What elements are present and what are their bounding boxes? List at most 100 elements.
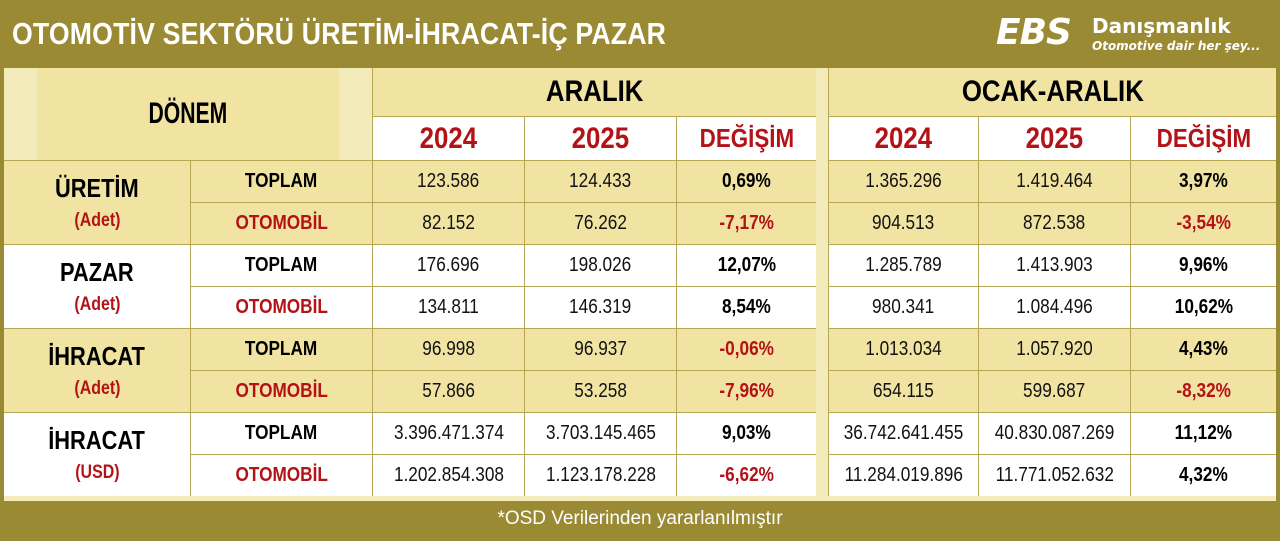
ytd-year-2025-header: 2025 (978, 116, 1130, 160)
month-change-value-text: 0,69% (722, 170, 771, 192)
ytd-2025-value-text: 599.687 (1023, 380, 1086, 402)
group-header-ytd-text: OCAK-ARALIK (961, 75, 1144, 108)
ytd-2024-value: 36.742.641.455 (828, 412, 978, 454)
month-change-value: -7,17% (676, 202, 816, 244)
ytd-change-value-text: 9,96% (1179, 254, 1228, 276)
month-change-value: -7,96% (676, 370, 816, 412)
month-2024-value: 134.811 (372, 286, 524, 328)
month-change-value: 8,54% (676, 286, 816, 328)
ebs-logo: EBS Danışmanlık Otomotive dair her şey..… (996, 12, 1266, 60)
ytd-2025-value: 1.084.496 (978, 286, 1130, 328)
category-cell: PAZAR (Adet) (4, 244, 190, 328)
ytd-2024-value: 1.365.296 (828, 160, 978, 202)
ytd-2025-value-text: 40.830.087.269 (994, 422, 1115, 444)
logo-slogan: Otomotive dair her şey... (1092, 39, 1261, 53)
ytd-change-value: 10,62% (1130, 286, 1276, 328)
month-2025-value-text: 146.319 (569, 296, 632, 318)
ytd-2024-value: 1.013.034 (828, 328, 978, 370)
month-change-header: DEĞİŞİM (676, 116, 816, 160)
ytd-2025-value: 1.419.464 (978, 160, 1130, 202)
row-label-text: TOPLAM (245, 338, 318, 360)
month-change-value-text: -6,62% (719, 464, 774, 486)
row-label-text: TOPLAM (245, 254, 318, 276)
row-label-text: TOPLAM (245, 170, 318, 192)
month-change-header-text: DEĞİŞİM (699, 123, 794, 153)
month-change-value-text: -7,17% (719, 212, 774, 234)
ytd-2024-value-text: 654.115 (873, 380, 934, 402)
month-year-2025-header-text: 2025 (571, 121, 630, 155)
ytd-2024-value: 904.513 (828, 202, 978, 244)
ytd-2024-value-text: 904.513 (872, 212, 935, 234)
ytd-2025-value-text: 1.084.496 (1016, 296, 1093, 318)
row-label: TOPLAM (190, 328, 372, 370)
month-2024-value: 1.202.854.308 (372, 454, 524, 496)
ytd-2025-value: 1.057.920 (978, 328, 1130, 370)
category-unit: (Adet) (73, 210, 121, 231)
category-name: İHRACAT (48, 341, 146, 371)
ytd-change-value-text: 11,12% (1174, 422, 1233, 444)
ytd-2025-value: 1.413.903 (978, 244, 1130, 286)
month-change-value-text: -7,96% (719, 380, 774, 402)
category-name: ÜRETİM (55, 173, 139, 203)
logo-name: Danışmanlık (1092, 14, 1231, 38)
month-year-2025-header: 2025 (524, 116, 676, 160)
row-label-text: OTOMOBİL (235, 296, 328, 318)
ytd-2024-value-text: 980.341 (872, 296, 935, 318)
category-cell: ÜRETİM (Adet) (4, 160, 190, 244)
ytd-2025-value-text: 11.771.052.632 (995, 464, 1114, 486)
month-2025-value: 3.703.145.465 (524, 412, 676, 454)
ytd-change-header: DEĞİŞİM (1130, 116, 1276, 160)
month-2024-value: 96.998 (372, 328, 524, 370)
ytd-change-value: -8,32% (1130, 370, 1276, 412)
ytd-year-2024-header-text: 2024 (874, 121, 933, 155)
page-title: OTOMOTİV SEKTÖRÜ ÜRETİM-İHRACAT-İÇ PAZAR (12, 16, 667, 51)
category-unit: (USD) (74, 462, 120, 483)
title-bar: OTOMOTİV SEKTÖRÜ ÜRETİM-İHRACAT-İÇ PAZAR… (4, 4, 1276, 64)
row-label: OTOMOBİL (190, 454, 372, 496)
month-2025-value: 96.937 (524, 328, 676, 370)
source-note: *OSD Verilerinden yararlanılmıştır (4, 501, 1276, 537)
category-name: PAZAR (60, 257, 134, 287)
category-name: İHRACAT (48, 425, 146, 455)
month-2025-value-text: 96.937 (574, 338, 627, 360)
row-label: TOPLAM (190, 160, 372, 202)
ytd-change-header-text: DEĞİŞİM (1156, 123, 1251, 153)
row-label-text: OTOMOBİL (235, 464, 328, 486)
month-change-value-text: 12,07% (717, 254, 776, 276)
month-change-value: -6,62% (676, 454, 816, 496)
ytd-change-value: 11,12% (1130, 412, 1276, 454)
month-change-value: -0,06% (676, 328, 816, 370)
month-2024-value-text: 134.811 (418, 296, 479, 318)
month-2025-value: 124.433 (524, 160, 676, 202)
ytd-year-2024-header: 2024 (828, 116, 978, 160)
ytd-change-value-text: 4,32% (1179, 464, 1228, 486)
month-2024-value: 176.696 (372, 244, 524, 286)
month-2024-value: 3.396.471.374 (372, 412, 524, 454)
month-2025-value: 53.258 (524, 370, 676, 412)
month-2024-value: 82.152 (372, 202, 524, 244)
ytd-2024-value-text: 1.285.789 (865, 254, 942, 276)
category-cell: İHRACAT (USD) (4, 412, 190, 496)
logo-mark: EBS (996, 12, 1072, 53)
ytd-2024-value-text: 36.742.641.455 (843, 422, 964, 444)
month-year-2024-header: 2024 (372, 116, 524, 160)
month-2025-value-text: 53.258 (574, 380, 627, 402)
ytd-2024-value-text: 11.284.019.896 (844, 464, 963, 486)
ytd-2025-value-text: 1.419.464 (1016, 170, 1093, 192)
ytd-2024-value: 1.285.789 (828, 244, 978, 286)
month-2025-value: 76.262 (524, 202, 676, 244)
row-label-text: OTOMOBİL (235, 380, 328, 402)
ytd-2024-value-text: 1.365.296 (865, 170, 942, 192)
month-2024-value-text: 57.866 (422, 380, 475, 402)
ytd-2025-value: 11.771.052.632 (978, 454, 1130, 496)
month-2024-value-text: 176.696 (417, 254, 480, 276)
month-2025-value-text: 76.262 (574, 212, 627, 234)
ytd-change-value: 4,43% (1130, 328, 1276, 370)
month-2025-value: 146.319 (524, 286, 676, 328)
period-header-text: DÖNEM (148, 97, 228, 130)
month-2024-value-text: 3.396.471.374 (393, 422, 504, 444)
row-label: OTOMOBİL (190, 370, 372, 412)
month-2025-value-text: 1.123.178.228 (545, 464, 656, 486)
ytd-2024-value: 980.341 (828, 286, 978, 328)
